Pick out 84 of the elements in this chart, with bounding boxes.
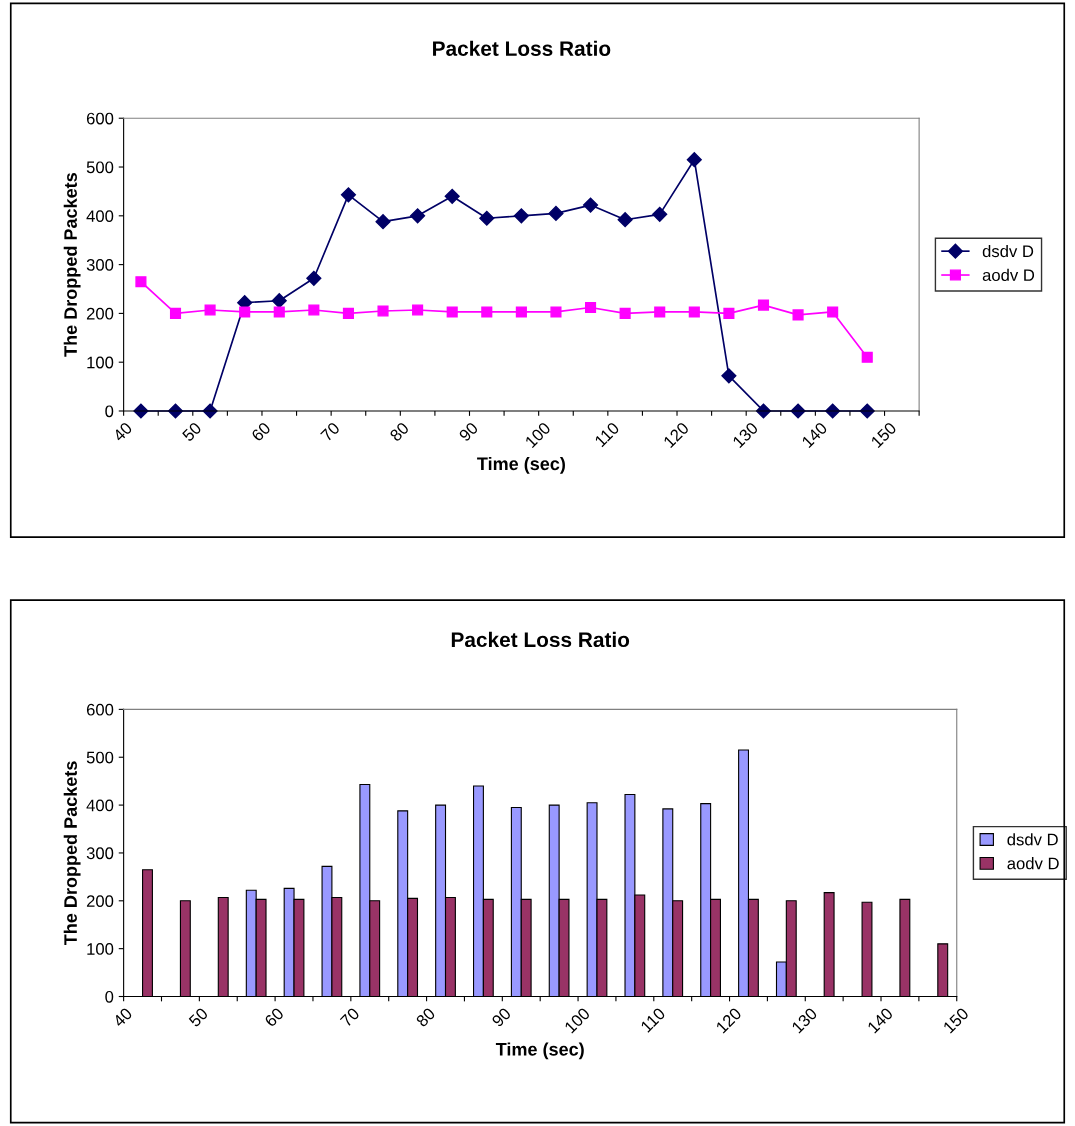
point (135, 276, 147, 288)
point (688, 306, 700, 318)
point (550, 306, 562, 318)
x-tick-label: 150 (942, 1007, 970, 1034)
y-tick-label: 100 (87, 943, 114, 955)
x-tick-label: 90 (458, 421, 479, 442)
point (513, 208, 529, 224)
legend-label: aodv D (982, 268, 1035, 282)
point (654, 306, 666, 318)
y-tick-label: 500 (86, 751, 114, 764)
point (827, 306, 839, 318)
point (204, 304, 216, 316)
y-tick-label: 200 (86, 895, 114, 907)
point (757, 299, 770, 311)
legend-label: dsdv D (1007, 833, 1058, 846)
x-tick-label: 110 (594, 421, 620, 448)
x-tick-label: 150 (870, 421, 898, 449)
x-tick-label: 140 (866, 1007, 894, 1034)
chart-title: Packet Loss Ratio (433, 40, 611, 56)
x-tick-label: 70 (320, 421, 341, 442)
x-tick-label: 140 (801, 421, 828, 449)
y-tick-label: 300 (86, 847, 114, 860)
point (271, 293, 287, 309)
point (617, 212, 633, 228)
point (377, 305, 389, 317)
y-tick-label: 200 (86, 307, 114, 320)
point (548, 205, 564, 221)
y-tick-label: 600 (86, 112, 114, 125)
x-tick-label: 70 (339, 1007, 361, 1028)
point (723, 307, 735, 319)
point (273, 306, 285, 318)
y-tick-label: 400 (86, 799, 114, 812)
x-tick-label: 40 (112, 421, 133, 443)
point (306, 270, 322, 286)
x-tick-label: 130 (791, 1007, 818, 1034)
point (479, 210, 495, 226)
y-tick-label: 0 (105, 990, 114, 1003)
x-axis-title: Time (sec) (477, 456, 565, 474)
x-axis-title: Time (sec) (495, 1042, 584, 1060)
point (412, 304, 424, 316)
point (375, 214, 391, 230)
point (340, 187, 357, 203)
point (582, 197, 599, 213)
point (619, 307, 631, 319)
point (686, 152, 702, 168)
point (861, 351, 873, 363)
x-tick-label: 80 (415, 1007, 436, 1028)
point (444, 188, 460, 204)
point (446, 306, 458, 318)
y-tick-label: 500 (86, 161, 114, 174)
x-tick-label: 50 (181, 421, 203, 442)
point (584, 301, 597, 314)
legend-label: aodv D (1007, 857, 1059, 870)
point (481, 306, 493, 318)
x-tick-label: 40 (112, 1007, 133, 1028)
x-tick-label: 100 (563, 1007, 591, 1034)
point (652, 206, 668, 222)
x-tick-label: 110 (640, 1007, 666, 1033)
x-tick-label: 90 (491, 1007, 512, 1028)
y-tick-label: 0 (105, 405, 114, 418)
x-tick-label: 130 (732, 421, 759, 449)
point (721, 368, 737, 384)
point (308, 304, 320, 316)
y-axis-title: The Dropped Packets (63, 761, 81, 946)
point (410, 208, 426, 224)
point (342, 307, 354, 319)
point (792, 309, 804, 321)
x-tick-label: 60 (263, 1007, 285, 1028)
point (239, 306, 251, 318)
y-axis-title: The Dropped Packets (63, 173, 81, 357)
y-tick-label: 100 (87, 356, 114, 369)
x-tick-label: 80 (389, 421, 410, 442)
x-tick-label: 50 (188, 1007, 209, 1028)
y-tick-label: 600 (86, 703, 114, 716)
y-tick-label: 300 (86, 259, 114, 271)
x-tick-label: 100 (524, 421, 552, 449)
chart-title: Packet Loss Ratio (451, 631, 630, 648)
point (515, 306, 527, 318)
legend-label: dsdv D (982, 244, 1034, 258)
y-tick-label: 400 (86, 210, 114, 223)
x-tick-label: 120 (662, 421, 690, 449)
point (169, 307, 182, 319)
x-tick-label: 60 (250, 421, 272, 442)
x-tick-label: 120 (715, 1007, 743, 1034)
